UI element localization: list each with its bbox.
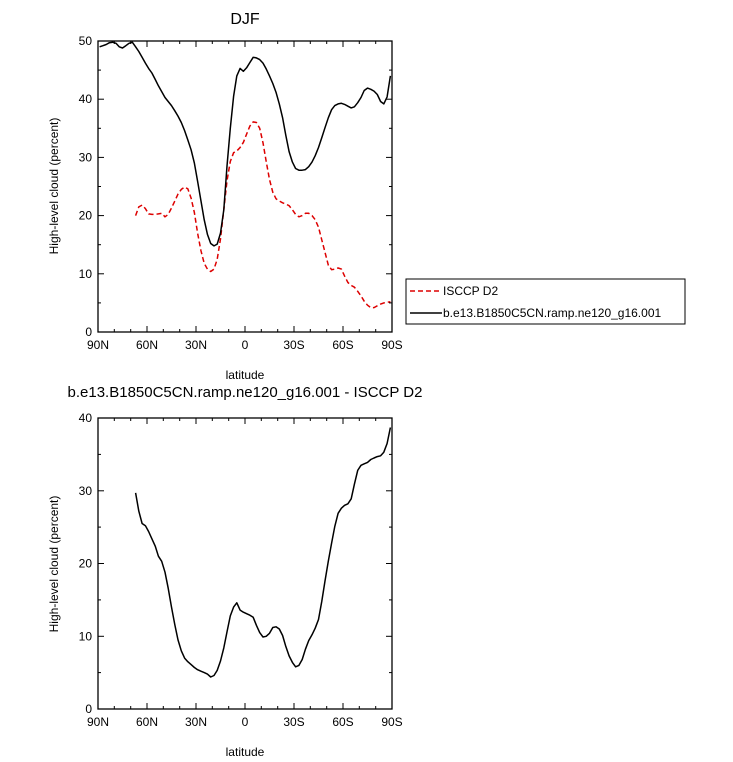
x-tick-label: 30S	[283, 338, 304, 352]
tick-layer: 90N 60N 30N 0 30S 60S 90S 0 10 20 30 40 50	[79, 34, 403, 352]
legend-label-model: b.e13.B1850C5CN.ramp.ne120_g16.001	[443, 306, 661, 320]
tick-layer: 90N 60N 30N 0 30S 60S 90S 0 10 20 30 40	[79, 411, 403, 729]
y-axis-label: High-level cloud (percent)	[47, 118, 61, 255]
x-tick-label: 90N	[87, 338, 109, 352]
y-tick-label: 20	[79, 557, 93, 571]
x-tick-label: 90S	[381, 338, 402, 352]
x-tick-label: 30N	[185, 338, 207, 352]
y-tick-label: 30	[79, 150, 93, 164]
chart-title: DJF	[230, 11, 260, 28]
x-tick-label: 90S	[381, 715, 402, 729]
y-tick-label: 50	[79, 34, 93, 48]
x-axis-label: latitude	[226, 745, 265, 759]
y-tick-label: 40	[79, 411, 93, 425]
x-tick-label: 0	[242, 715, 249, 729]
y-tick-label: 40	[79, 92, 93, 106]
x-tick-label: 60N	[136, 338, 158, 352]
y-tick-label: 30	[79, 484, 93, 498]
x-tick-label: 0	[242, 338, 249, 352]
x-tick-label: 90N	[87, 715, 109, 729]
series-line-0	[134, 427, 392, 678]
legend-box	[405, 278, 686, 325]
difference-panel: b.e13.B1850C5CN.ramp.ne120_g16.001 - ISC…	[47, 384, 422, 759]
x-tick-label: 60S	[332, 338, 353, 352]
legend: ISCCP D2 b.e13.B1850C5CN.ramp.ne120_g16.…	[405, 278, 686, 325]
series-line-1	[99, 41, 392, 247]
y-tick-label: 0	[85, 702, 92, 716]
y-axis-label: High-level cloud (percent)	[47, 496, 61, 633]
climatology-panel: DJF 90N 60N 30N 0 30S 60S 90S 0 10 20 30 40 50 latit…	[47, 11, 403, 382]
x-tick-label: 60N	[136, 715, 158, 729]
series-layer	[134, 427, 392, 678]
chart-title: b.e13.B1850C5CN.ramp.ne120_g16.001 - ISC…	[68, 384, 423, 401]
y-tick-label: 0	[85, 325, 92, 339]
y-tick-label: 10	[79, 629, 93, 643]
x-tick-label: 30S	[283, 715, 304, 729]
x-tick-label: 60S	[332, 715, 353, 729]
legend-label-isccp: ISCCP D2	[443, 284, 498, 298]
series-line-0	[134, 121, 391, 309]
series-layer	[99, 41, 392, 309]
x-tick-label: 30N	[185, 715, 207, 729]
x-axis-label: latitude	[226, 368, 265, 382]
y-tick-label: 20	[79, 209, 93, 223]
y-tick-label: 10	[79, 267, 93, 281]
